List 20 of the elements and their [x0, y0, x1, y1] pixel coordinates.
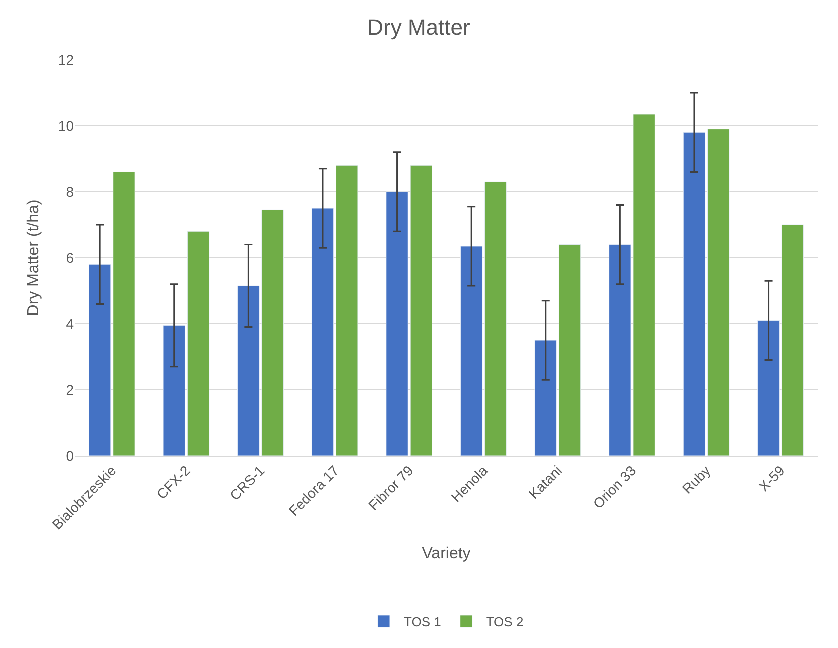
legend-label: TOS 1 [404, 614, 442, 630]
bar [683, 132, 706, 456]
legend-label: TOS 2 [486, 614, 524, 630]
y-axis-title: Dry Matter (t/ha) [25, 200, 42, 316]
y-tick-label: 10 [58, 118, 74, 134]
bar [163, 325, 186, 456]
y-tick-label: 8 [66, 184, 74, 200]
bar [312, 208, 334, 456]
y-tick-label: 2 [66, 382, 74, 398]
bar [336, 165, 358, 456]
y-tick-label: 0 [66, 448, 74, 464]
y-tick-label: 6 [66, 250, 74, 266]
bar [534, 340, 557, 456]
y-tick-label: 12 [58, 52, 74, 68]
y-tick-label: 4 [66, 316, 74, 332]
x-axis-title: Variety [422, 545, 471, 562]
bar [187, 231, 210, 456]
bar [708, 129, 730, 456]
bar [558, 244, 582, 456]
chart-title: Dry Matter [368, 14, 470, 40]
